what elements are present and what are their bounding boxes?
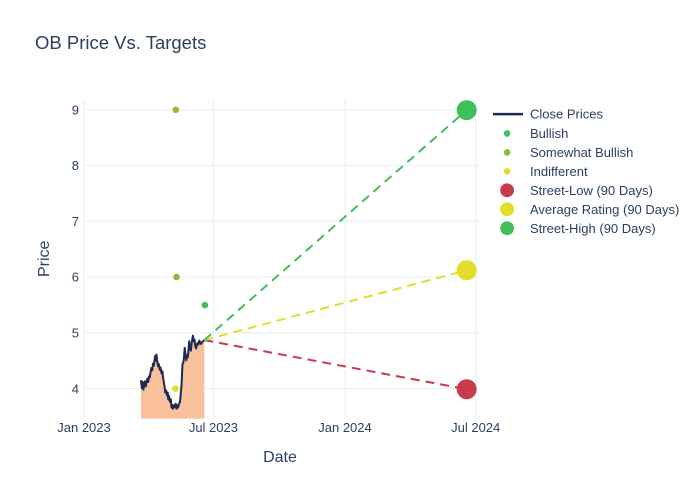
svg-text:9: 9	[72, 102, 79, 117]
svg-text:Bullish: Bullish	[530, 126, 568, 141]
svg-text:5: 5	[72, 326, 79, 341]
svg-text:Price: Price	[36, 240, 53, 277]
svg-text:Somewhat Bullish: Somewhat Bullish	[530, 145, 633, 160]
svg-text:Close Prices: Close Prices	[530, 107, 603, 122]
svg-text:6: 6	[72, 270, 79, 285]
svg-text:Jan 2024: Jan 2024	[318, 420, 372, 435]
svg-text:OB Price Vs. Targets: OB Price Vs. Targets	[35, 32, 206, 53]
svg-text:Jul 2023: Jul 2023	[189, 420, 238, 435]
svg-text:4: 4	[72, 381, 79, 396]
svg-text:Indifferent: Indifferent	[530, 164, 588, 179]
svg-text:7: 7	[72, 214, 79, 229]
svg-text:Date: Date	[263, 449, 297, 466]
svg-text:8: 8	[72, 158, 79, 173]
svg-text:Street-High (90 Days): Street-High (90 Days)	[530, 221, 656, 236]
svg-text:Average Rating (90 Days): Average Rating (90 Days)	[530, 202, 679, 217]
svg-text:Street-Low (90 Days): Street-Low (90 Days)	[530, 183, 653, 198]
svg-text:Jan 2023: Jan 2023	[57, 420, 111, 435]
svg-text:Jul 2024: Jul 2024	[451, 420, 500, 435]
